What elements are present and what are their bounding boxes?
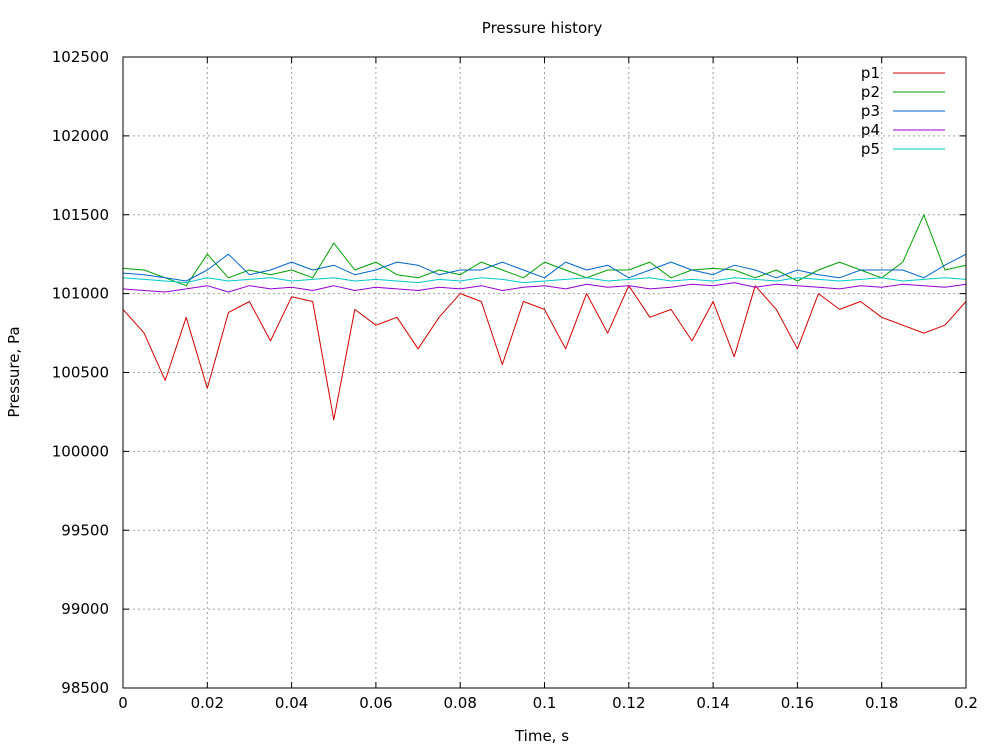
y-tick-label: 101000 [52,285,109,303]
series-line-p3 [122,253,967,282]
ticks-layer: 0 0.02 0.04 0.06 0.08 0.1 0.12 0.14 0.16 0.18 0.2 9… [52,48,978,712]
y-tick-label: 100500 [52,364,109,382]
series-line-p2 [122,214,967,287]
x-tick-label: 0.18 [865,694,898,712]
x-tick-label: 0.08 [443,694,476,712]
legend-label-p5: p5 [861,140,880,158]
x-tick-label: 0.1 [533,694,557,712]
chart-title: Pressure history [482,19,603,37]
x-tick-label: 0.14 [696,694,729,712]
y-tick-label: 102500 [52,48,109,66]
x-tick-label: 0.12 [612,694,645,712]
y-tick-label: 100000 [52,442,109,460]
series-line-p5 [122,277,967,284]
legend-label-p4: p4 [861,121,880,139]
x-axis-title: Time, s [514,727,569,745]
x-tick-label: 0.04 [275,694,308,712]
series-line-p1 [122,285,967,421]
legend-label-p3: p3 [861,102,880,120]
y-tick-label: 99500 [61,521,109,539]
x-tick-label: 0.16 [781,694,814,712]
y-axis-title: Pressure, Pa [5,326,23,417]
grid-layer [123,57,966,688]
y-tick-label: 102000 [52,127,109,145]
legend-label-p1: p1 [861,64,880,82]
legend-label-p2: p2 [861,83,880,101]
x-tick-label: 0.06 [359,694,392,712]
y-tick-label: 98500 [61,679,109,697]
series-layer [122,214,967,421]
x-tick-label: 0 [118,694,128,712]
x-tick-label: 0.2 [954,694,978,712]
y-tick-label: 99000 [61,600,109,618]
y-tick-label: 101500 [52,206,109,224]
x-tick-label: 0.02 [191,694,224,712]
series-line-p4 [122,282,967,293]
